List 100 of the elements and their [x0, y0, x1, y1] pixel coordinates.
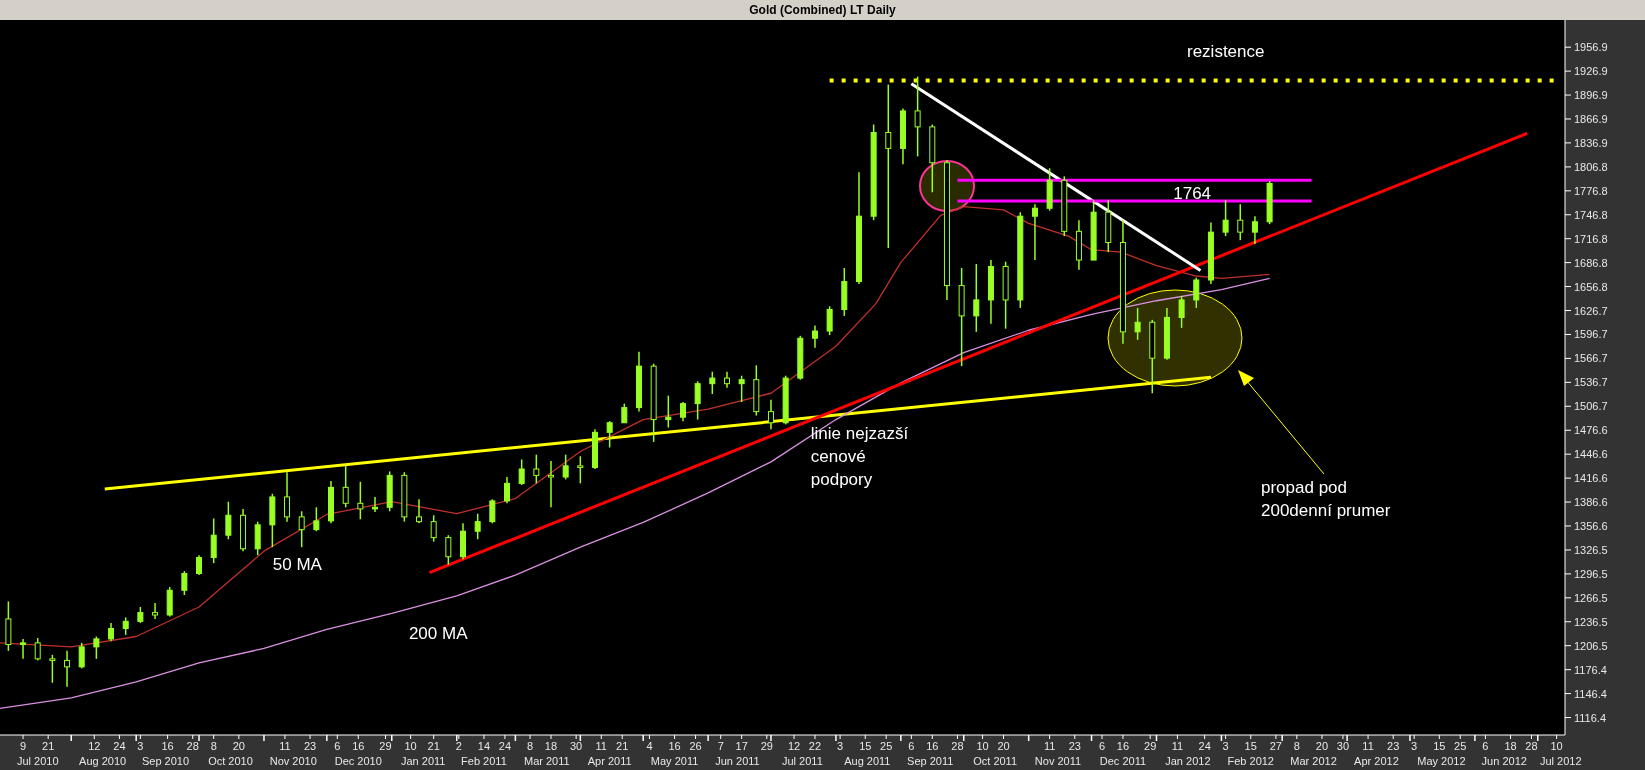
x-tick-label: 16: [926, 740, 939, 752]
x-tick-label: 16: [668, 740, 681, 752]
x-tick-label: 27: [1269, 740, 1283, 752]
y-tick-label: 1416.6: [1574, 472, 1608, 485]
x-tick-label: 20: [1315, 740, 1329, 752]
y-tick-label: 1626.7: [1574, 304, 1608, 317]
candlestick: [357, 481, 364, 521]
candlestick: [1237, 203, 1244, 241]
y-tick-label: 1836.9: [1574, 136, 1608, 149]
x-tick-label: 3: [1411, 740, 1418, 752]
candlestick: [78, 642, 85, 670]
y-tick-label: 1266.5: [1574, 591, 1608, 604]
x2-tick-label: Aug 2010: [79, 755, 127, 767]
candlestick: [152, 602, 159, 620]
candlestick: [1222, 199, 1229, 237]
x2-tick-label: Oct 2011: [973, 755, 1018, 767]
x-tick-label: 23: [1068, 740, 1081, 752]
x-tick-label: 11: [1171, 740, 1184, 752]
x-tick-label: 20: [232, 740, 245, 752]
candlestick: [562, 453, 569, 481]
y-tick-label: 1806.8: [1574, 160, 1608, 173]
x2-tick-label: Dec 2011: [1099, 755, 1147, 767]
candlestick: [504, 476, 510, 505]
x-tick-label: 21: [427, 740, 440, 752]
x-tick-label: 3: [1222, 740, 1229, 752]
x-tick-label: 8: [210, 740, 217, 752]
x-tick-label: 21: [42, 740, 55, 752]
candlestick: [298, 510, 305, 548]
annotation: propad pod 200denní prumer: [1261, 478, 1391, 520]
x2-tick-label: May 2011: [650, 755, 699, 767]
candlestick: [577, 455, 584, 485]
candlestick: [694, 380, 701, 421]
x-tick-label: 11: [1043, 740, 1056, 752]
candlestick: [254, 520, 261, 556]
y-tick-label: 1506.7: [1574, 400, 1608, 413]
x2-tick-label: May 2012: [1417, 755, 1466, 767]
x2-tick-label: Jul 2010: [16, 755, 59, 767]
y-tick-label: 1446.6: [1574, 448, 1608, 461]
candlestick: [196, 554, 203, 576]
y-tick-label: 1356.6: [1574, 519, 1608, 532]
candlestick: [1031, 203, 1038, 261]
y-tick-label: 1386.6: [1574, 496, 1608, 509]
x-tick-label: 16: [352, 740, 365, 752]
x2-tick-label: Mar 2011: [523, 755, 570, 767]
y-tick-label: 1716.8: [1574, 232, 1608, 245]
candlestick: [826, 305, 833, 336]
candlestick: [709, 370, 716, 395]
y-tick-label: 1596.7: [1574, 328, 1608, 341]
y-tick-label: 1116.4: [1574, 711, 1607, 724]
x2-tick-label: Sep 2010: [141, 755, 190, 767]
x-tick-label: 16: [161, 740, 174, 752]
candlestick: [533, 453, 540, 485]
candlestick: [210, 517, 217, 564]
y-tick-label: 1866.9: [1574, 112, 1608, 125]
x-tick-label: 25: [880, 740, 893, 752]
x-tick-label: 14: [477, 740, 491, 752]
candlestick: [20, 638, 27, 660]
annotation: rezistence: [1187, 42, 1265, 61]
x-tick-label: 23: [1387, 740, 1400, 752]
x-tick-label: 9: [19, 740, 27, 752]
annotation: linie nejzazší cenové podpory: [810, 423, 909, 489]
y-tick-label: 1896.9: [1574, 89, 1608, 102]
x2-tick-label: Feb 2011: [461, 755, 507, 767]
y-tick-label: 1566.7: [1574, 352, 1608, 365]
candlestick: [445, 534, 452, 566]
x-tick-label: 6: [1098, 740, 1106, 752]
x-tick-label: 21: [616, 740, 629, 752]
x2-tick-label: Jun 2011: [715, 755, 760, 767]
x-tick-label: 18: [544, 740, 558, 752]
x-tick-label: 24: [113, 740, 126, 752]
y-tick-label: 1236.5: [1574, 615, 1608, 628]
candlestick: [914, 75, 921, 158]
candlestick: [621, 402, 628, 424]
x-tick-label: 6: [1482, 740, 1489, 752]
candlestick: [489, 498, 496, 524]
y-tick-label: 1146.4: [1574, 687, 1607, 700]
candlestick: [313, 506, 320, 532]
x2-tick-label: Aug 2011: [844, 755, 891, 767]
candlestick: [885, 83, 892, 249]
candlestick: [1251, 215, 1258, 245]
x-tick-label: 3: [137, 740, 144, 752]
x-tick-label: 15: [859, 740, 872, 752]
x-tick-label: 24: [498, 740, 512, 752]
candlestick: [679, 401, 686, 422]
x2-tick-label: Mar 2012: [1290, 755, 1337, 767]
y-tick-label: 1206.5: [1574, 639, 1608, 652]
annotation: 1764: [1173, 184, 1212, 204]
series-label: 50 MA: [272, 554, 323, 574]
x-tick-label: 7: [717, 740, 724, 752]
candlestick: [1134, 307, 1141, 341]
candlestick: [284, 471, 291, 523]
candlestick: [548, 460, 554, 509]
x-tick-label: 20: [997, 740, 1010, 752]
x-tick-label: 25: [1454, 740, 1467, 752]
y-tick-label: 1926.9: [1574, 65, 1608, 78]
x-tick-label: 12: [787, 740, 801, 752]
y-tick-label: 1956.9: [1574, 41, 1608, 54]
x-tick-label: 26: [689, 740, 702, 752]
x2-tick-label: Dec 2010: [334, 755, 382, 767]
x-tick-label: 8: [526, 740, 534, 752]
